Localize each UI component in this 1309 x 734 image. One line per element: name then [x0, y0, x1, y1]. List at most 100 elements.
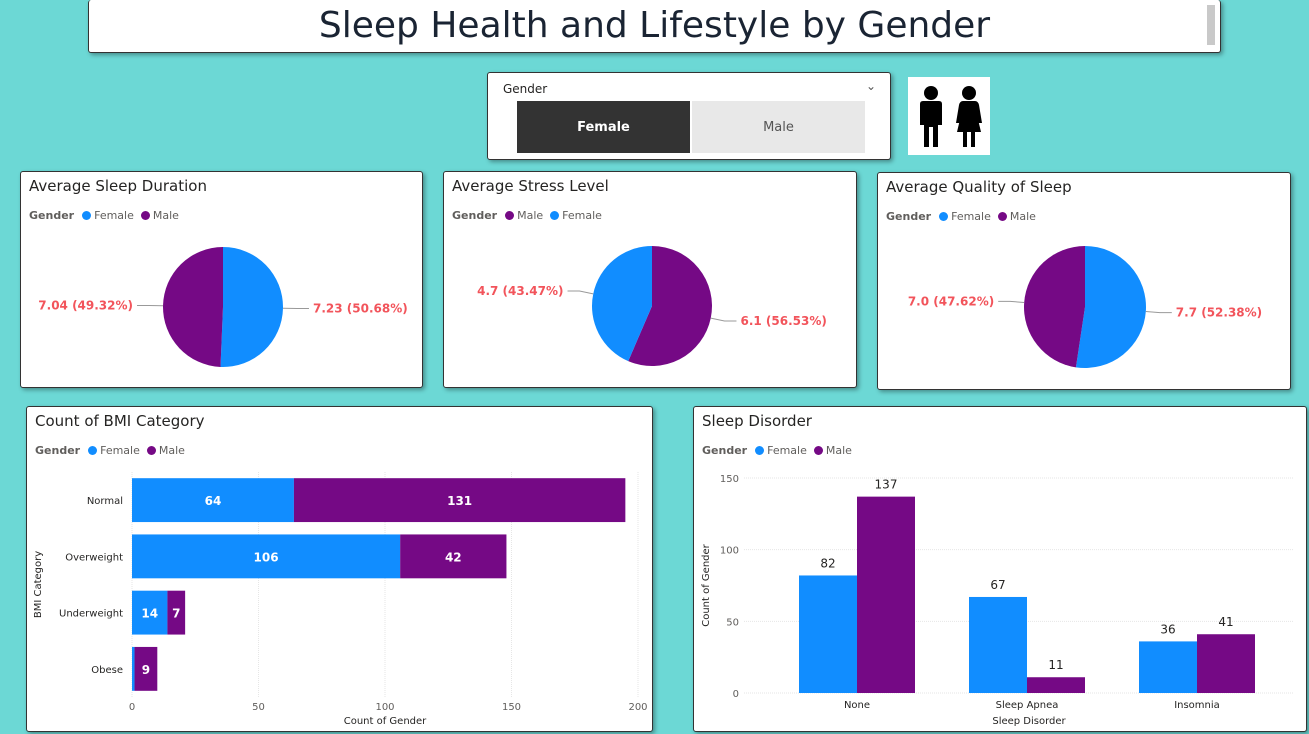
column-female[interactable] — [969, 596, 1027, 693]
pie-card-stress-level[interactable]: Average Stress Level Gender Male Female … — [443, 171, 857, 388]
legend-label: Female — [767, 444, 807, 457]
legend-item[interactable]: Male — [997, 210, 1036, 223]
data-label: 7.7 (52.38%) — [1176, 306, 1262, 320]
x-tick-label: 0 — [129, 702, 135, 713]
column-male[interactable] — [857, 496, 915, 693]
legend-item[interactable]: Male — [505, 209, 543, 222]
legend-title: Gender — [886, 210, 932, 223]
legend-dot — [755, 446, 765, 455]
legend-item[interactable]: Male — [140, 209, 179, 222]
y-tick-label: Obese — [91, 665, 123, 676]
pie-card-sleep-quality[interactable]: Average Quality of Sleep Gender Female M… — [877, 172, 1291, 390]
column-male[interactable] — [1027, 677, 1085, 693]
legend-dot — [140, 211, 150, 220]
legend-dot — [939, 212, 949, 221]
pie-chart: 7.23 (50.68%) 7.04 (49.32%) — [38, 247, 408, 367]
column-female[interactable] — [799, 575, 857, 693]
legend-label: Male — [517, 209, 544, 222]
leader-line — [1145, 311, 1172, 314]
leader-line — [710, 317, 737, 322]
column-male[interactable] — [1197, 634, 1255, 693]
title-scrollbar[interactable] — [1207, 5, 1215, 45]
data-label: 14 — [141, 607, 158, 621]
data-label: 6.1 (56.53%) — [740, 314, 826, 328]
data-label: 9 — [142, 663, 150, 677]
report-title-card: Sleep Health and Lifestyle by Gender — [88, 0, 1221, 53]
bmi-category-card[interactable]: Count of BMI Category Gender Female Male… — [26, 406, 653, 732]
legend-item[interactable]: Female — [550, 209, 602, 222]
data-label: 137 — [875, 478, 898, 492]
legend-item[interactable]: Female — [88, 444, 140, 457]
legend-item[interactable]: Female — [939, 210, 991, 223]
legend-item[interactable]: Female — [755, 444, 807, 457]
legend-label: Female — [562, 209, 602, 222]
bar-male[interactable] — [167, 590, 186, 635]
bar-male[interactable] — [293, 478, 626, 523]
legend: Gender Female Male — [35, 444, 188, 457]
bar-male[interactable] — [134, 646, 158, 691]
pie-slice-male[interactable] — [163, 247, 223, 367]
bar-male[interactable] — [400, 534, 507, 579]
y-tick-label: 100 — [720, 546, 739, 557]
y-tick-label: 50 — [726, 617, 739, 628]
y-tick-label: Overweight — [65, 552, 123, 563]
bar-female[interactable] — [132, 590, 168, 635]
legend-dot — [88, 446, 98, 455]
man-woman-icon — [908, 77, 990, 155]
visual-title: Average Stress Level — [452, 177, 609, 195]
pie-chart: 6.1 (56.53%) 4.7 (43.47%) — [477, 246, 827, 366]
legend: Gender Male Female — [452, 209, 605, 222]
data-label: 64 — [205, 494, 222, 508]
legend-dot — [550, 211, 560, 220]
data-label: 82 — [820, 556, 835, 570]
report-title: Sleep Health and Lifestyle by Gender — [318, 5, 991, 46]
legend-label: Female — [100, 444, 140, 457]
legend-title: Gender — [702, 444, 748, 457]
visual-title: Average Sleep Duration — [29, 177, 207, 195]
legend-label: Male — [152, 209, 179, 222]
y-tick-label: Normal — [87, 496, 123, 507]
pie-slice-female[interactable] — [220, 247, 284, 367]
legend-title: Gender — [35, 444, 81, 457]
x-tick-label: None — [844, 700, 870, 711]
sleep-disorder-column-chart: 0 50 100 150 None 82 137 Sleep Apnea 67 11 Insomni… — [701, 474, 1294, 727]
x-tick-label: 50 — [252, 702, 265, 713]
pie-slice-male[interactable] — [1024, 246, 1085, 368]
y-axis-title: Count of Gender — [701, 543, 712, 626]
leader-line — [567, 290, 594, 295]
y-tick-label: Underweight — [59, 609, 123, 620]
legend-item[interactable]: Female — [82, 209, 134, 222]
pie-slice-male[interactable] — [628, 246, 712, 366]
column-female[interactable] — [1139, 641, 1197, 693]
sleep-disorder-card[interactable]: Sleep Disorder Gender Female Male 0 50 100… — [693, 406, 1307, 732]
visual-title: Sleep Disorder — [702, 412, 812, 430]
pie-slice-female[interactable] — [592, 246, 652, 362]
gender-slicer: Gender ⌄ Female Male — [487, 72, 891, 160]
data-label: 131 — [447, 494, 472, 508]
pie-slice-female[interactable] — [1075, 246, 1146, 368]
x-axis-title: Sleep Disorder — [992, 716, 1066, 727]
data-label: 67 — [990, 578, 1005, 592]
legend-label: Female — [94, 209, 134, 222]
slicer-header: Gender — [503, 82, 548, 96]
legend: Gender Female Male — [886, 210, 1039, 223]
y-tick-label: 0 — [733, 689, 739, 700]
pie-card-sleep-duration[interactable]: Average Sleep Duration Gender Female Mal… — [20, 171, 423, 388]
leader-line — [998, 300, 1025, 303]
data-label: 7 — [172, 607, 180, 621]
chevron-down-icon[interactable]: ⌄ — [865, 79, 876, 93]
data-label: 4.7 (43.47%) — [477, 284, 563, 298]
visual-title: Average Quality of Sleep — [886, 178, 1072, 196]
x-tick-label: 200 — [628, 702, 647, 713]
legend-item[interactable]: Male — [813, 444, 852, 457]
legend-label: Female — [951, 210, 991, 223]
bar-female[interactable] — [132, 646, 135, 691]
slicer-option-male[interactable]: Male — [692, 101, 865, 153]
legend: Gender Female Male — [29, 209, 182, 222]
legend-dot — [82, 211, 92, 220]
legend-label: Male — [1009, 210, 1036, 223]
bar-female[interactable] — [132, 534, 401, 579]
bar-female[interactable] — [132, 478, 294, 523]
legend-item[interactable]: Male — [146, 444, 185, 457]
slicer-option-female[interactable]: Female — [517, 101, 690, 153]
